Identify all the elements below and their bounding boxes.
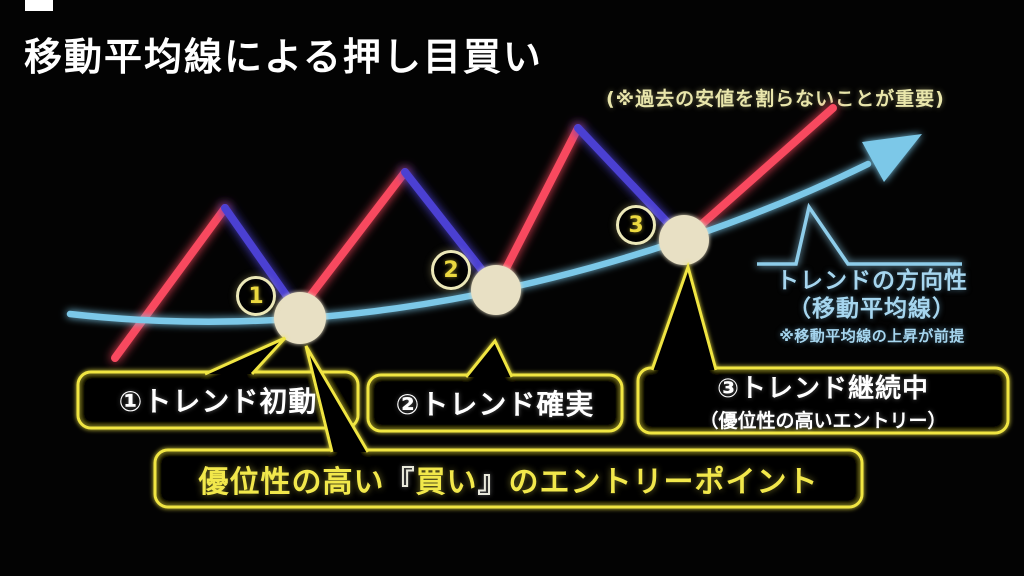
trend-direction-callout-bracket xyxy=(757,202,962,266)
marker-1-number: 1 xyxy=(248,283,264,309)
price-down-segment-2 xyxy=(401,168,500,292)
pointer-box2-to-dip2 xyxy=(464,338,514,378)
price-down-segment-1 xyxy=(221,204,302,316)
marker-circle-2: 2 xyxy=(431,250,471,290)
entry-point-label: 優位性の高い 『 買い 』 のエントリーポイント xyxy=(155,450,862,507)
entry-text-buy: 買い xyxy=(415,464,478,500)
price-up-segment-2 xyxy=(294,168,409,316)
marker-circle-1: 1 xyxy=(236,276,276,316)
dip-dot-1 xyxy=(274,292,326,344)
entry-text-post: のエントリーポイント xyxy=(508,464,819,500)
callout-boxes xyxy=(76,261,1010,509)
dip-dot-2 xyxy=(471,265,521,315)
entry-bracket-close: 』 xyxy=(477,464,509,500)
label-trend-continuing-subtext: （優位性の高いエントリー） xyxy=(699,410,947,432)
price-zigzag xyxy=(111,104,837,362)
label-trend-start-text: ①トレンド初動 xyxy=(118,385,318,418)
price-up-segment-4 xyxy=(680,104,837,244)
price-up-segment-1 xyxy=(111,204,229,362)
label-trend-confirmed-text: ②トレンド確実 xyxy=(395,388,595,421)
trend-direction-line3: ※移動平均線の上昇が前提 xyxy=(779,327,965,346)
entry-bracket-open: 『 xyxy=(384,464,416,500)
label-trend-start: ①トレンド初動 xyxy=(78,372,358,428)
label-trend-confirmed: ②トレンド確実 xyxy=(368,375,622,431)
page-title: 移動平均線による押し目買い xyxy=(24,35,543,79)
pointer-box1-to-dip1 xyxy=(204,336,287,376)
trend-direction-label: トレンドの方向性 （移動平均線） ※移動平均線の上昇が前提 xyxy=(738,268,1006,345)
moving-average-arrowhead-icon xyxy=(862,134,922,182)
pointer-entrybox-to-dip1 xyxy=(304,345,370,453)
price-down-segment-3 xyxy=(574,124,688,244)
price-up-segment-3 xyxy=(492,124,582,292)
dip-dots xyxy=(274,215,709,344)
label-box-3 xyxy=(636,366,1010,435)
pointer-box3-to-dip3 xyxy=(650,261,718,371)
corner-artifact xyxy=(25,0,53,11)
trend-direction-line1: トレンドの方向性 xyxy=(776,268,968,294)
entry-box xyxy=(153,448,864,509)
dip-dot-3 xyxy=(659,215,709,265)
label-trend-continuing: ③トレンド継続中 （優位性の高いエントリー） xyxy=(638,368,1008,433)
entry-text-pre: 優位性の高い xyxy=(198,464,385,500)
trend-direction-line2: （移動平均線） xyxy=(788,295,956,322)
marker-circle-3: 3 xyxy=(616,205,656,245)
marker-3-number: 3 xyxy=(628,212,644,238)
past-low-warning-note: (※過去の安値を割らないことが重要) xyxy=(606,88,945,110)
marker-2-number: 2 xyxy=(443,257,459,283)
label-trend-continuing-text: ③トレンド継続中 xyxy=(716,374,929,404)
